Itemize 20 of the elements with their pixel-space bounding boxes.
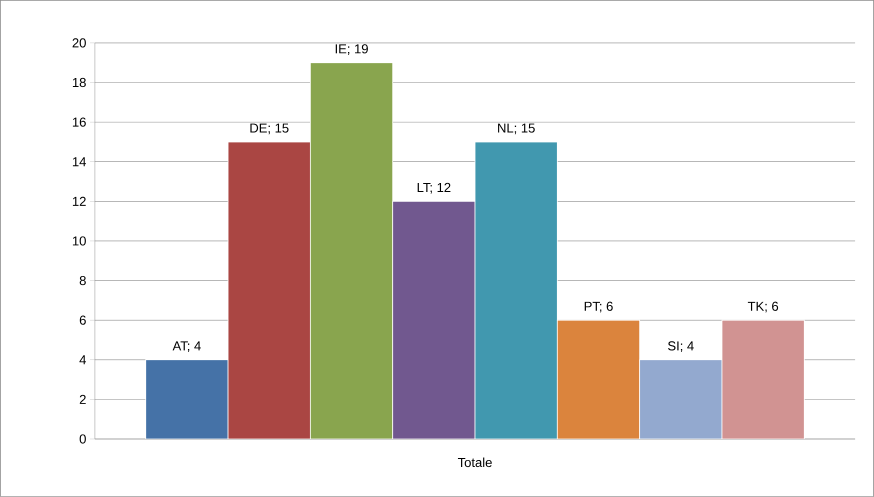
data-label: NL; 15 <box>498 124 535 134</box>
y-tick-label: 8 <box>80 276 86 286</box>
y-tick-label: 14 <box>72 157 86 166</box>
y-tick-label: 4 <box>79 355 86 364</box>
y-tick-label: 10 <box>72 236 86 246</box>
data-label: TK; 6 <box>748 302 778 312</box>
data-label: PT; 6 <box>584 302 613 312</box>
data-label: IE; 19 <box>336 44 368 56</box>
y-tick-label: 2 <box>80 394 86 404</box>
data-label: LT; 12 <box>418 182 450 194</box>
y-tick-label: 18 <box>72 78 86 88</box>
data-label: DE; 15 <box>250 124 289 134</box>
y-tick-label: 12 <box>72 196 86 206</box>
y-tick-label: 0 <box>80 434 86 444</box>
x-tick-label: Totale <box>458 458 492 468</box>
data-label: AT; 4 <box>172 341 201 352</box>
y-tick-label: 20 <box>72 38 86 48</box>
y-tick-label: 16 <box>72 118 86 127</box>
data-label: SI; 4 <box>668 341 694 352</box>
y-tick-label: 6 <box>80 316 86 325</box>
